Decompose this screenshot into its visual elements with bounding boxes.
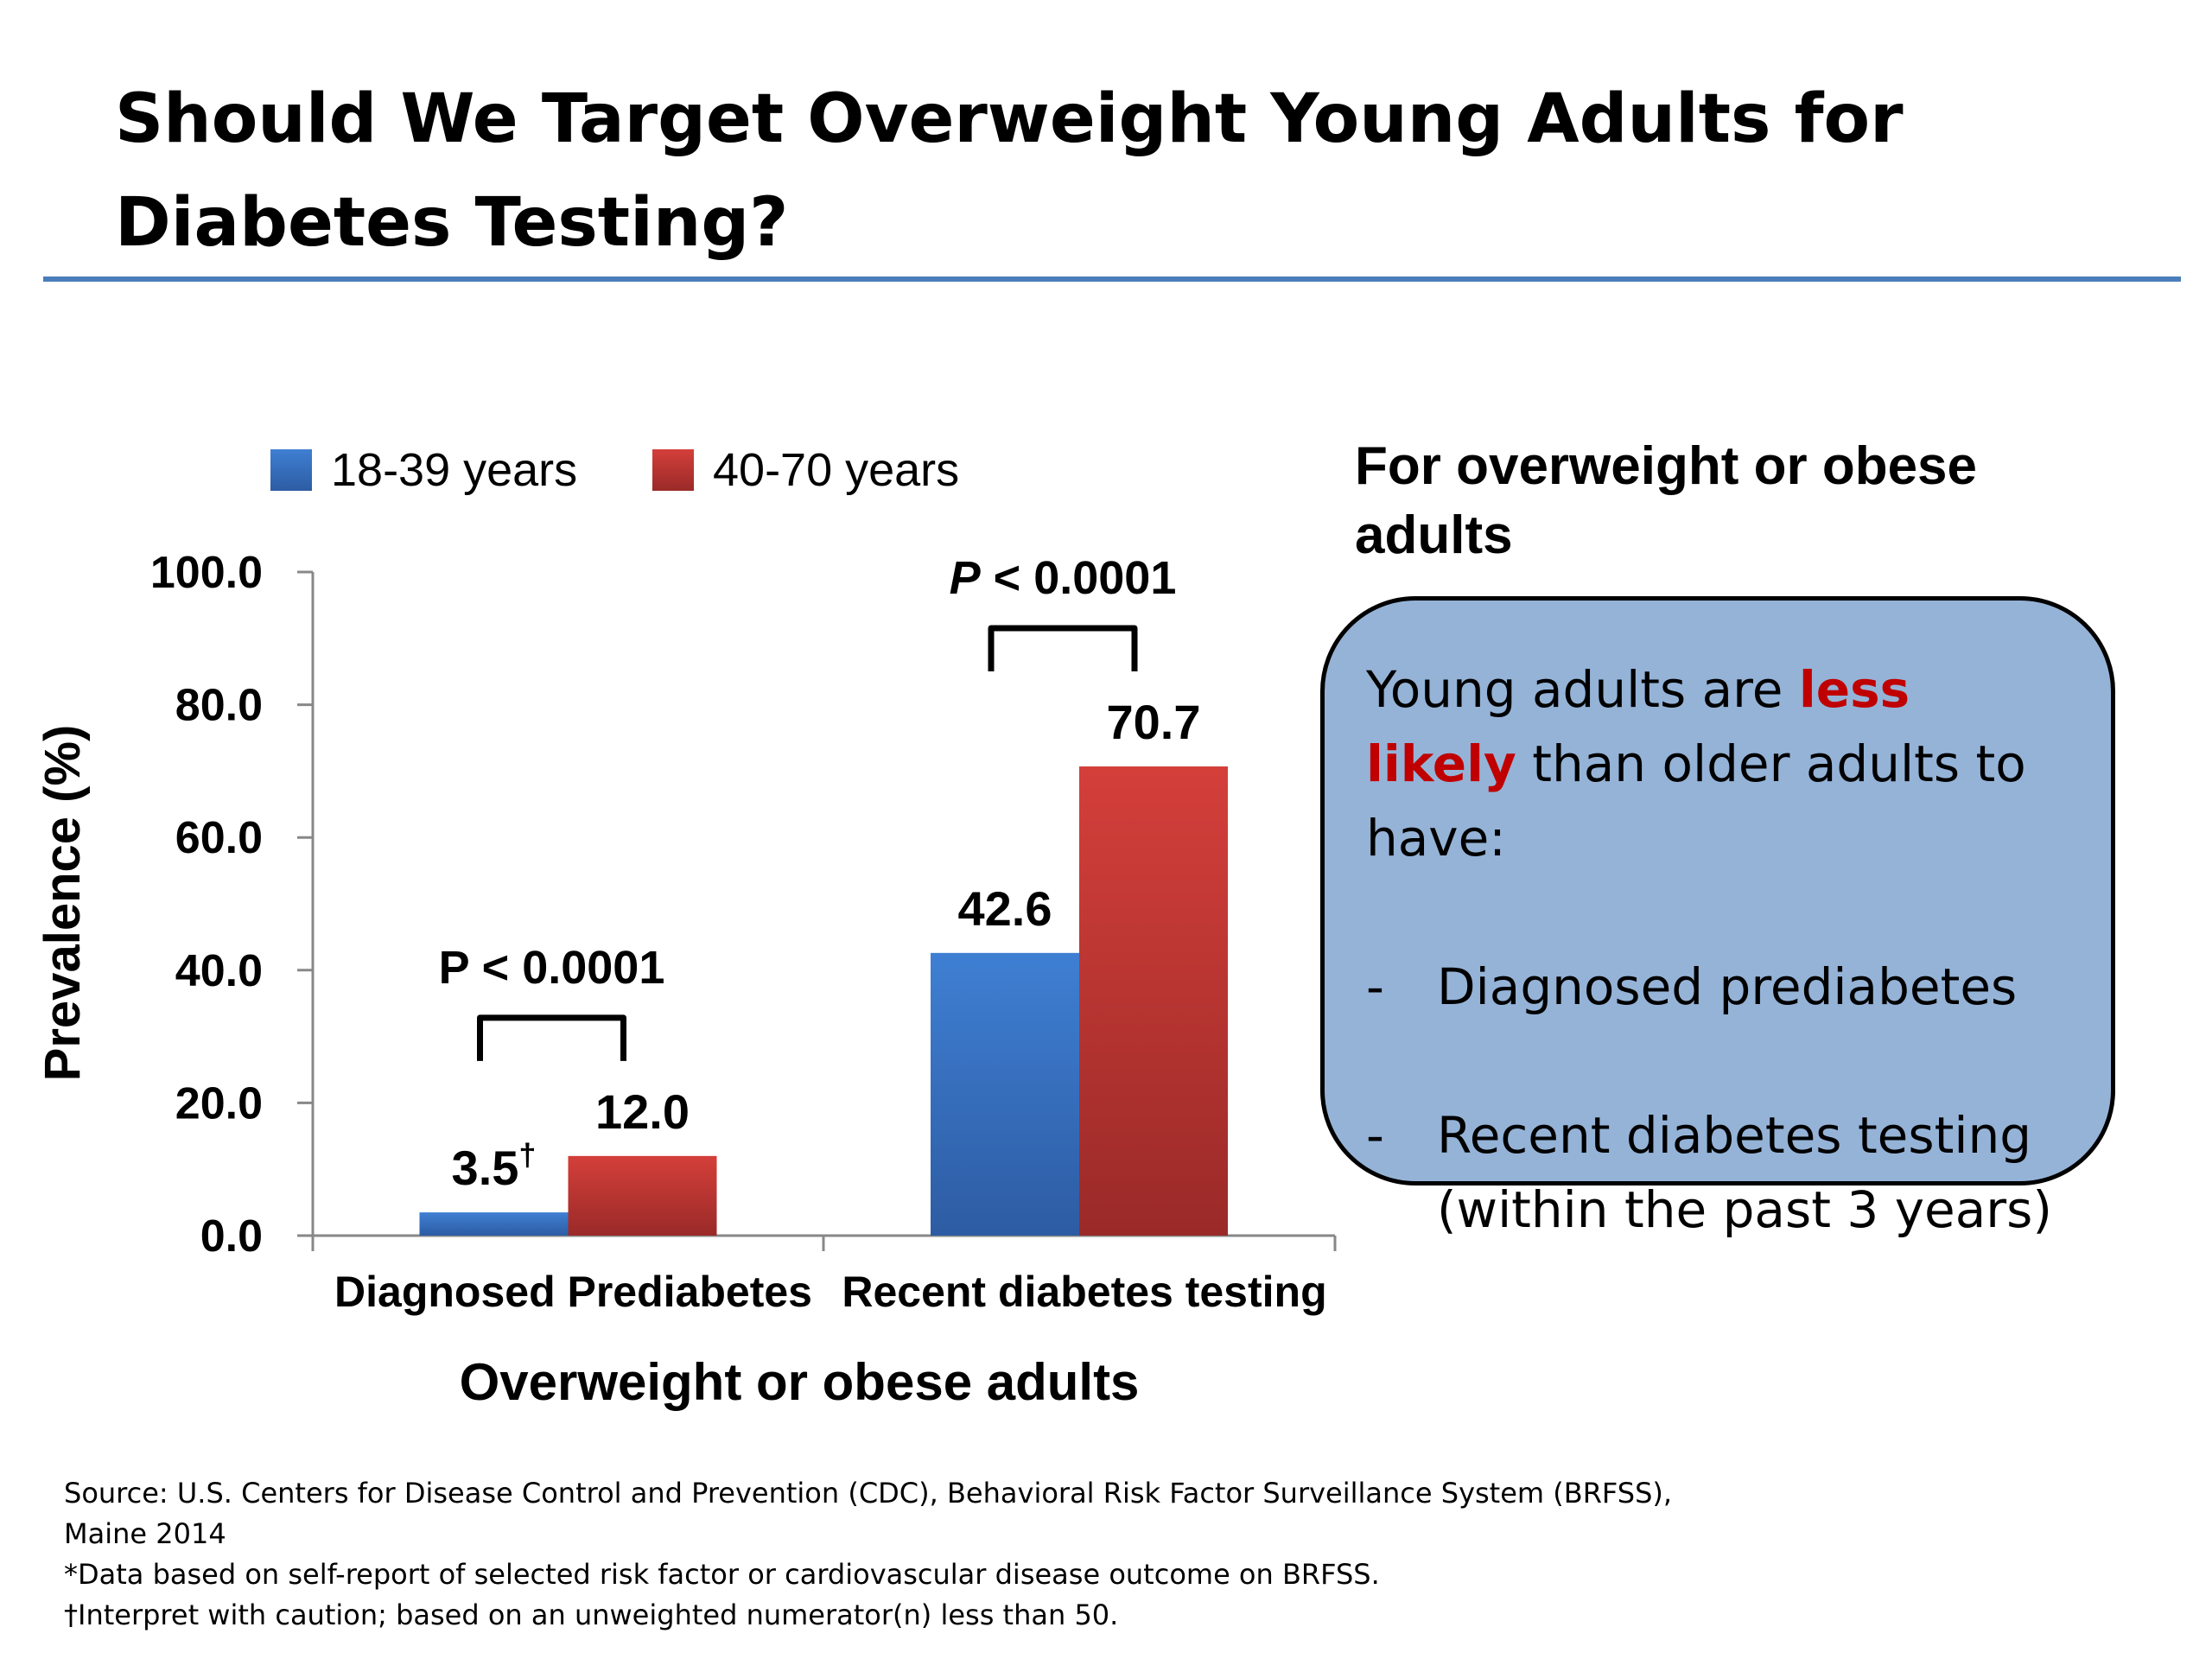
footnote-caution-note: †Interpret with caution; based on an unw… <box>64 1599 1119 1631</box>
p-value-label: P < 0.0001 <box>950 552 1177 604</box>
callout-bullet-prediabetes: - Diagnosed prediabetes <box>1366 950 2076 1024</box>
bar <box>931 952 1079 1236</box>
legend-label: 40-70 years <box>713 444 959 496</box>
y-tick-label: 60.0 <box>175 813 263 863</box>
callout-text-2: than older adults to have: <box>1366 734 2026 868</box>
title-divider <box>43 276 2181 282</box>
callout-text-1: Young adults are <box>1366 660 1799 719</box>
p-value-text: < 0.0001 <box>981 552 1177 604</box>
data-label: 70.7 <box>1107 695 1201 749</box>
bullet-marker: - <box>1366 957 1384 1016</box>
y-tick-label: 100.0 <box>150 548 263 598</box>
p-symbol: P <box>950 552 982 604</box>
significance-bracket <box>988 625 1138 672</box>
footnote-source: Source: U.S. Centers for Disease Control… <box>64 1477 1673 1510</box>
legend-swatch <box>652 449 694 491</box>
callout-list: - Diagnosed prediabetes - Recent diabetes … <box>1366 950 2076 1247</box>
bar <box>1079 766 1228 1236</box>
footnote-data-note: *Data based on self-report of selected r… <box>64 1558 1380 1591</box>
footnotes: Source: U.S. Centers for Disease Control… <box>64 1473 1965 1636</box>
p-value-label: P < 0.0001 <box>439 942 665 994</box>
bullet-marker: - <box>1366 1106 1384 1165</box>
dagger-mark: † <box>518 1137 536 1173</box>
p-symbol: P <box>439 942 469 994</box>
bar-chart: 0.0 20.0 40.0 60.0 80.0 100.0 3.5† 12.0 Diagnose… <box>35 444 1337 1411</box>
callout-bullet-testing: - Recent diabetes testing (within the pas… <box>1366 1098 2076 1247</box>
y-tick-label: 80.0 <box>175 681 263 731</box>
x-category-label: Diagnosed Prediabetes <box>334 1268 812 1316</box>
legend-swatch <box>270 449 312 491</box>
x-axis-title: Overweight or obese adults <box>460 1353 1140 1411</box>
callout-intro: Young adults are less likely than older … <box>1366 652 2076 875</box>
data-label: 42.6 <box>958 881 1052 936</box>
y-tick-label: 40.0 <box>175 946 263 996</box>
callout-bullet-1-text: Diagnosed prediabetes <box>1437 957 2018 1016</box>
legend-label: 18-39 years <box>331 444 577 496</box>
bar <box>419 1212 569 1236</box>
y-tick-label: 0.0 <box>200 1211 263 1262</box>
bar <box>568 1155 717 1236</box>
footnote-source-cont: Maine 2014 <box>64 1517 226 1550</box>
x-category-label: Recent diabetes testing <box>842 1268 1326 1316</box>
data-label: 12.0 <box>595 1084 690 1139</box>
y-tick-label: 20.0 <box>175 1078 263 1128</box>
p-value-text: < 0.0001 <box>469 942 665 994</box>
y-axis-title: Prevalence (%) <box>35 725 91 1082</box>
slide-title: Should We Target Overweight Young Adults… <box>115 80 1904 262</box>
callout-bullet-2-text: Recent diabetes testing (within the past… <box>1437 1106 2052 1239</box>
data-label: 3.5† <box>452 1137 537 1195</box>
significance-bracket <box>477 1014 626 1061</box>
panel-heading: For overweight or obese adults <box>1355 436 1978 565</box>
callout-emphasis: less likely <box>1366 660 1910 793</box>
callout-box: Young adults are less likely than older … <box>1320 596 2115 1239</box>
